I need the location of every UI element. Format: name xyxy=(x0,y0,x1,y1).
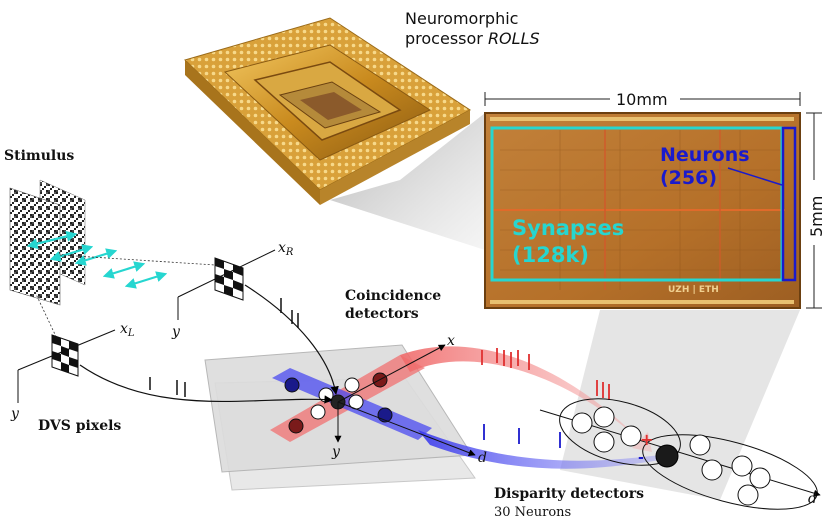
disparity-arrows xyxy=(26,230,168,289)
dvs-right-grid xyxy=(214,257,244,301)
coincidence-label-2: detectors xyxy=(345,306,419,322)
disparity-sublabel: 30 Neurons xyxy=(494,505,571,520)
height-label: 5mm xyxy=(807,196,826,237)
disparity-output-neuron xyxy=(655,444,679,468)
chip-title-line2: processor ROLLS xyxy=(405,29,540,48)
width-label: 10mm xyxy=(616,90,668,109)
red-spike-train xyxy=(481,348,610,400)
dvs-pixels-label: DVS pixels xyxy=(38,418,121,434)
coincidence-axes xyxy=(334,344,476,456)
dvs-left-axis-x: xL xyxy=(120,321,135,339)
chip-package xyxy=(184,17,471,205)
blue-spike-train xyxy=(483,424,561,448)
dvs-left-axes xyxy=(17,329,116,403)
dvs-right-axis-x: xR xyxy=(278,240,294,258)
neurons-pointer xyxy=(727,167,783,186)
disparity-minus: - xyxy=(638,450,644,466)
chip-title-line1: Neuromorphic xyxy=(405,9,518,28)
dvs-right-x: x xyxy=(278,240,286,256)
coincidence-axis-x: x xyxy=(447,333,455,349)
die-photo xyxy=(484,112,801,309)
disparity-label: Disparity detectors xyxy=(494,486,644,502)
die-zoom-shadow xyxy=(560,310,800,500)
coincidence-axis-d: d xyxy=(478,450,487,466)
synapses-label-1: Synapses xyxy=(512,216,624,240)
coincidence-neurons xyxy=(284,372,393,434)
disparity-neurons xyxy=(571,406,771,506)
dvs-right-x-sub: R xyxy=(285,247,294,258)
chip-title-prefix: processor xyxy=(405,29,488,48)
stimulus-image-front xyxy=(9,187,61,306)
height-dimension xyxy=(806,112,822,309)
dvs-left-x-sub: L xyxy=(127,328,135,339)
chip-title-italic: ROLLS xyxy=(488,29,540,48)
dvs-right-axes xyxy=(177,249,276,320)
disparity-plus: + xyxy=(640,430,653,449)
width-dimension xyxy=(484,92,801,106)
neurons-label-1: Neurons xyxy=(660,144,750,166)
neurons-label-2: (256) xyxy=(660,167,717,189)
chip-zoom-shadow xyxy=(330,113,485,250)
dvs-left-x: x xyxy=(120,321,128,337)
left-input-arrow xyxy=(79,364,333,404)
coincidence-axis-y: y xyxy=(331,444,341,460)
synapses-label-2: (128k) xyxy=(512,243,589,267)
right-input-arrow xyxy=(244,284,339,395)
blue-flow-arrow xyxy=(418,430,672,469)
dvs-left-axis-y: y xyxy=(10,406,20,422)
dvs-left-grid xyxy=(51,334,79,377)
disparity-axis-d: d xyxy=(808,491,817,507)
neurons-region xyxy=(781,126,797,282)
dvs-right-axis-y: y xyxy=(171,324,181,340)
stimulus-label: Stimulus xyxy=(4,148,74,164)
dvs-left-spikes xyxy=(149,377,186,397)
coincidence-label-1: Coincidence xyxy=(345,288,441,304)
red-flow-arrow xyxy=(400,346,652,452)
die-logo: UZH | ETH xyxy=(668,285,719,295)
